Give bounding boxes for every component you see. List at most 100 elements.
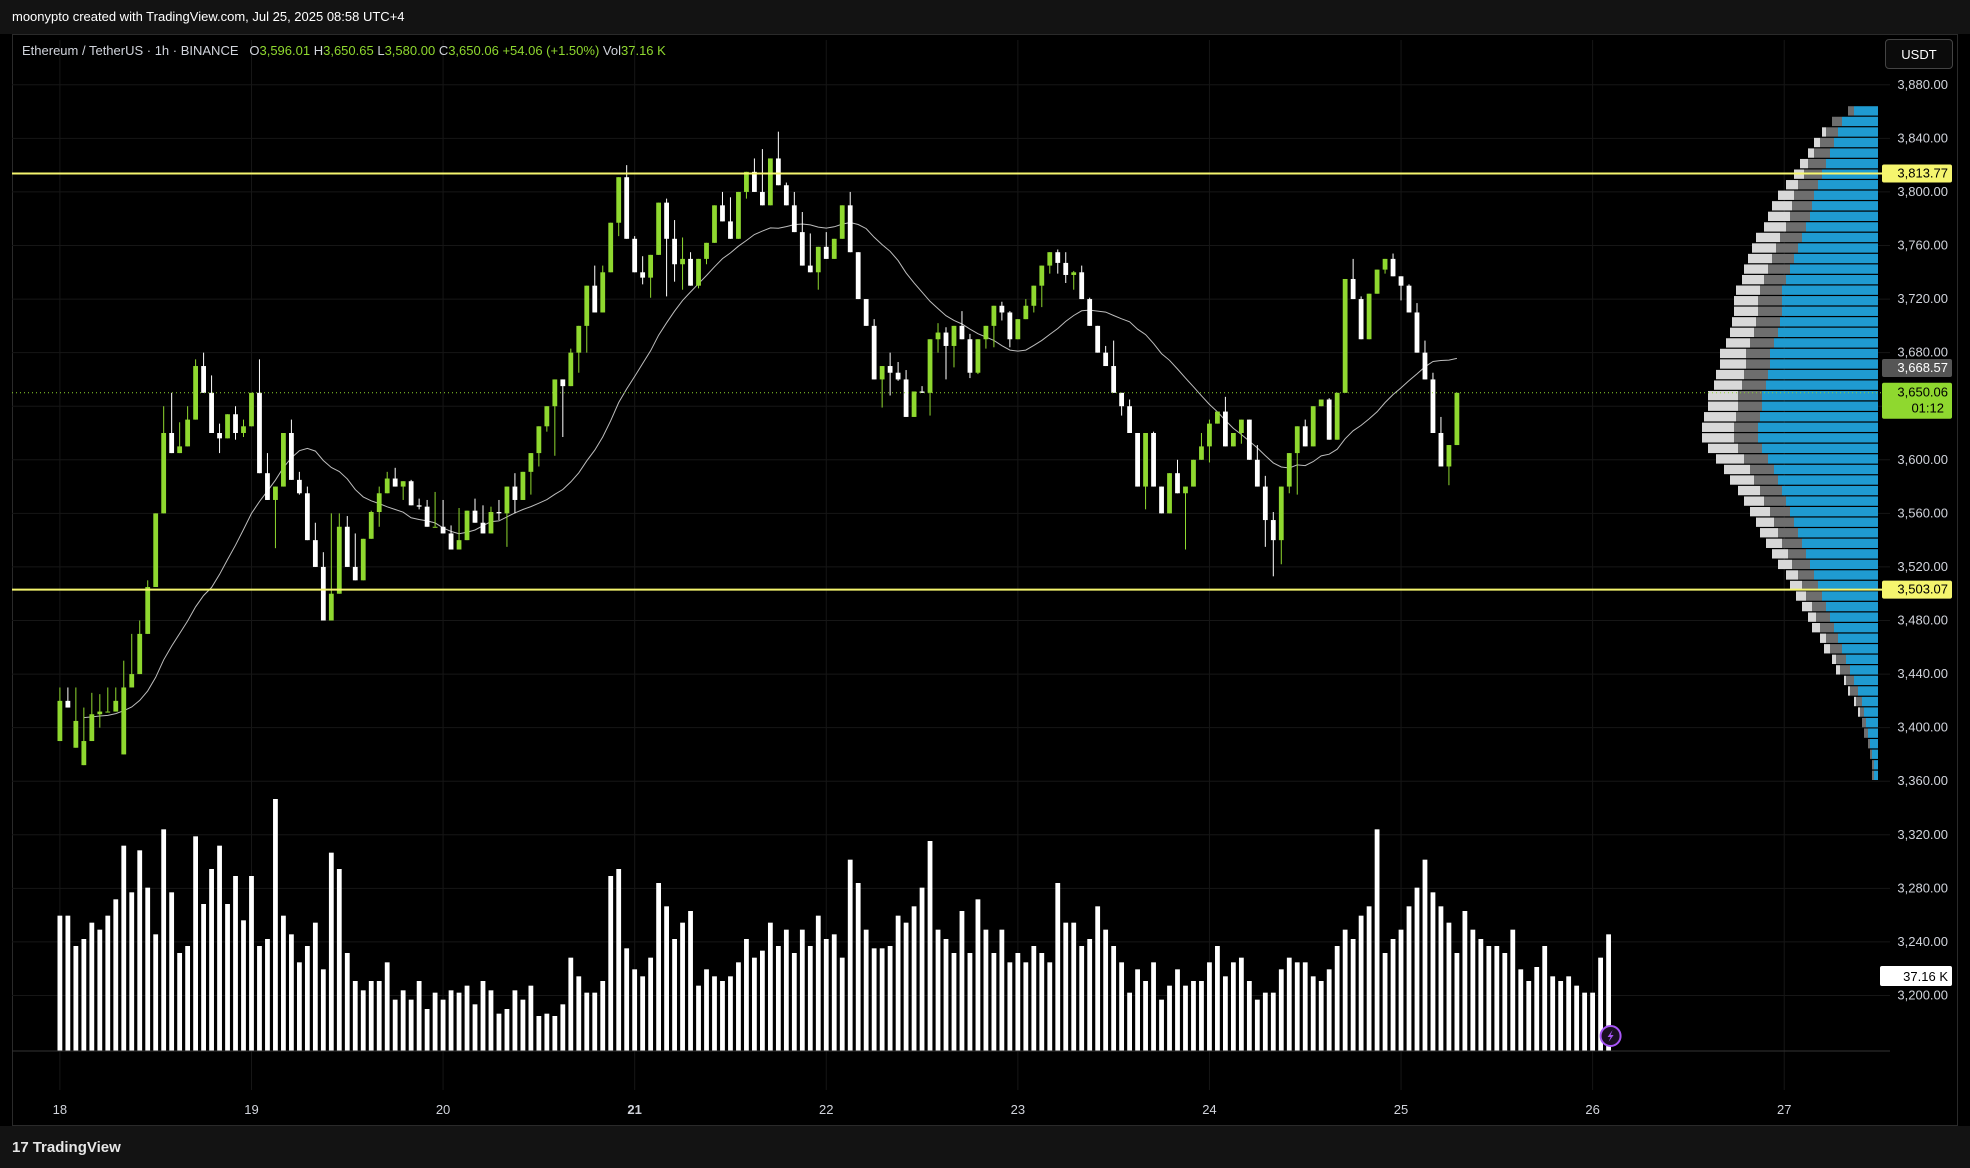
candle-body bbox=[1342, 278, 1348, 393]
candle-body bbox=[1454, 392, 1460, 446]
volume-bar bbox=[791, 953, 797, 1051]
volume-bar bbox=[927, 841, 933, 1051]
candle-body bbox=[1262, 486, 1268, 521]
candle-body bbox=[296, 479, 302, 494]
volume-bar bbox=[632, 969, 638, 1051]
volume-profile-bar-blue bbox=[1854, 675, 1878, 686]
volume-profile-bar-white bbox=[1730, 327, 1754, 338]
volume-bar bbox=[1462, 911, 1468, 1051]
volume-bar bbox=[121, 845, 127, 1051]
volume-profile-bar-blue bbox=[1842, 644, 1878, 654]
volume-bar bbox=[1534, 967, 1540, 1051]
candle-body bbox=[81, 741, 87, 766]
volume-bar bbox=[193, 836, 199, 1051]
volume-profile-bar-gray bbox=[1786, 222, 1806, 232]
volume-profile-bar-white bbox=[1720, 359, 1746, 369]
volume-bar bbox=[312, 922, 318, 1051]
candle-body bbox=[767, 158, 773, 206]
volume-bar bbox=[943, 939, 949, 1051]
candle-body bbox=[241, 426, 246, 433]
candle-body bbox=[1207, 423, 1212, 447]
volume-profile-bar-gray bbox=[1848, 106, 1854, 116]
volume-bar bbox=[608, 876, 614, 1051]
tradingview-logo[interactable]: 17 TradingView bbox=[12, 1139, 121, 1156]
volume-bar bbox=[839, 957, 845, 1051]
level-price-tag-label: 3,813.77 bbox=[1897, 165, 1948, 180]
volume-profile-bar-white bbox=[1822, 127, 1826, 137]
volume-bar bbox=[392, 999, 398, 1051]
volume-bar bbox=[568, 957, 574, 1051]
volume-bar bbox=[257, 946, 262, 1051]
candle-body bbox=[225, 414, 230, 439]
volume-profile-bar-blue bbox=[1768, 369, 1878, 380]
candle-body bbox=[217, 433, 222, 439]
volume-bar bbox=[1270, 992, 1276, 1051]
volume-profile-bar-blue bbox=[1842, 116, 1878, 127]
volume-bar bbox=[472, 1004, 478, 1051]
volume-bar bbox=[1590, 992, 1596, 1051]
volume-bar bbox=[432, 992, 438, 1051]
price-axis-label: 3,680.00 bbox=[1897, 345, 1948, 360]
volume-bar bbox=[712, 976, 717, 1051]
close-label: C bbox=[438, 43, 449, 58]
volume-profile-bar-gray bbox=[1736, 412, 1760, 422]
volume-bar bbox=[1510, 929, 1516, 1051]
volume-profile-bar-white bbox=[1744, 496, 1764, 506]
volume-bar bbox=[424, 1009, 430, 1051]
price-axis-label: 3,400.00 bbox=[1897, 720, 1948, 735]
level-price-tag[interactable] bbox=[1882, 580, 1952, 599]
volume-bar bbox=[823, 939, 829, 1051]
volume-bar bbox=[1223, 976, 1228, 1051]
candle-body bbox=[169, 433, 175, 454]
candle-body bbox=[1446, 445, 1452, 467]
volume-bar bbox=[368, 981, 374, 1051]
volume-profile-bar-gray bbox=[1860, 707, 1864, 717]
volume-profile-bar-white bbox=[1724, 464, 1750, 475]
tradingview-logo-text: TradingView bbox=[32, 1139, 121, 1156]
volume-bar bbox=[328, 852, 334, 1051]
candle-body bbox=[97, 711, 103, 715]
candle-body bbox=[185, 419, 191, 447]
candle-body bbox=[911, 391, 917, 417]
candle-body bbox=[839, 205, 845, 239]
volume-bar bbox=[680, 922, 685, 1051]
candle-body bbox=[672, 238, 677, 265]
currency-button[interactable]: USDT bbox=[1885, 39, 1953, 69]
volume-bar bbox=[815, 915, 821, 1051]
volume-bar bbox=[1071, 922, 1077, 1051]
volume-profile-bar-gray bbox=[1782, 538, 1802, 548]
volume-profile-bar-blue bbox=[1770, 359, 1878, 369]
volume-bar bbox=[728, 976, 733, 1051]
volume-bar bbox=[983, 929, 989, 1051]
volume-profile-bar-gray bbox=[1820, 137, 1834, 148]
volume-profile-bar-white bbox=[1708, 401, 1738, 411]
volume-bar bbox=[767, 922, 773, 1051]
volume-bar bbox=[225, 904, 230, 1051]
candle-body bbox=[895, 372, 901, 380]
candle-body bbox=[1135, 433, 1140, 487]
candle-body bbox=[320, 566, 326, 621]
candle-body bbox=[129, 674, 135, 688]
volume-bar bbox=[1334, 946, 1340, 1051]
candle-body bbox=[512, 486, 518, 500]
candle-body bbox=[448, 533, 454, 550]
volume-bar bbox=[1159, 999, 1164, 1051]
candle-body bbox=[807, 265, 813, 273]
volume-profile-bar-blue bbox=[1786, 496, 1878, 506]
candle-body bbox=[281, 433, 286, 487]
candle-body bbox=[1310, 406, 1316, 447]
candle-body bbox=[1103, 352, 1109, 367]
candle-body bbox=[201, 366, 206, 393]
ma-price-tag-label: 3,668.57 bbox=[1897, 360, 1948, 375]
volume-profile-bar-blue bbox=[1872, 749, 1878, 759]
candle-body bbox=[464, 510, 470, 541]
symbol-name[interactable]: Ethereum / TetherUS · 1h · BINANCE bbox=[22, 43, 239, 58]
level-price-tag[interactable] bbox=[1882, 164, 1952, 183]
candle-body bbox=[440, 526, 446, 534]
candle-body bbox=[1382, 258, 1388, 270]
candle-body bbox=[265, 473, 270, 500]
close-value: 3,650.06 bbox=[448, 43, 499, 58]
volume-bar bbox=[113, 899, 119, 1051]
candle-body bbox=[352, 566, 358, 581]
